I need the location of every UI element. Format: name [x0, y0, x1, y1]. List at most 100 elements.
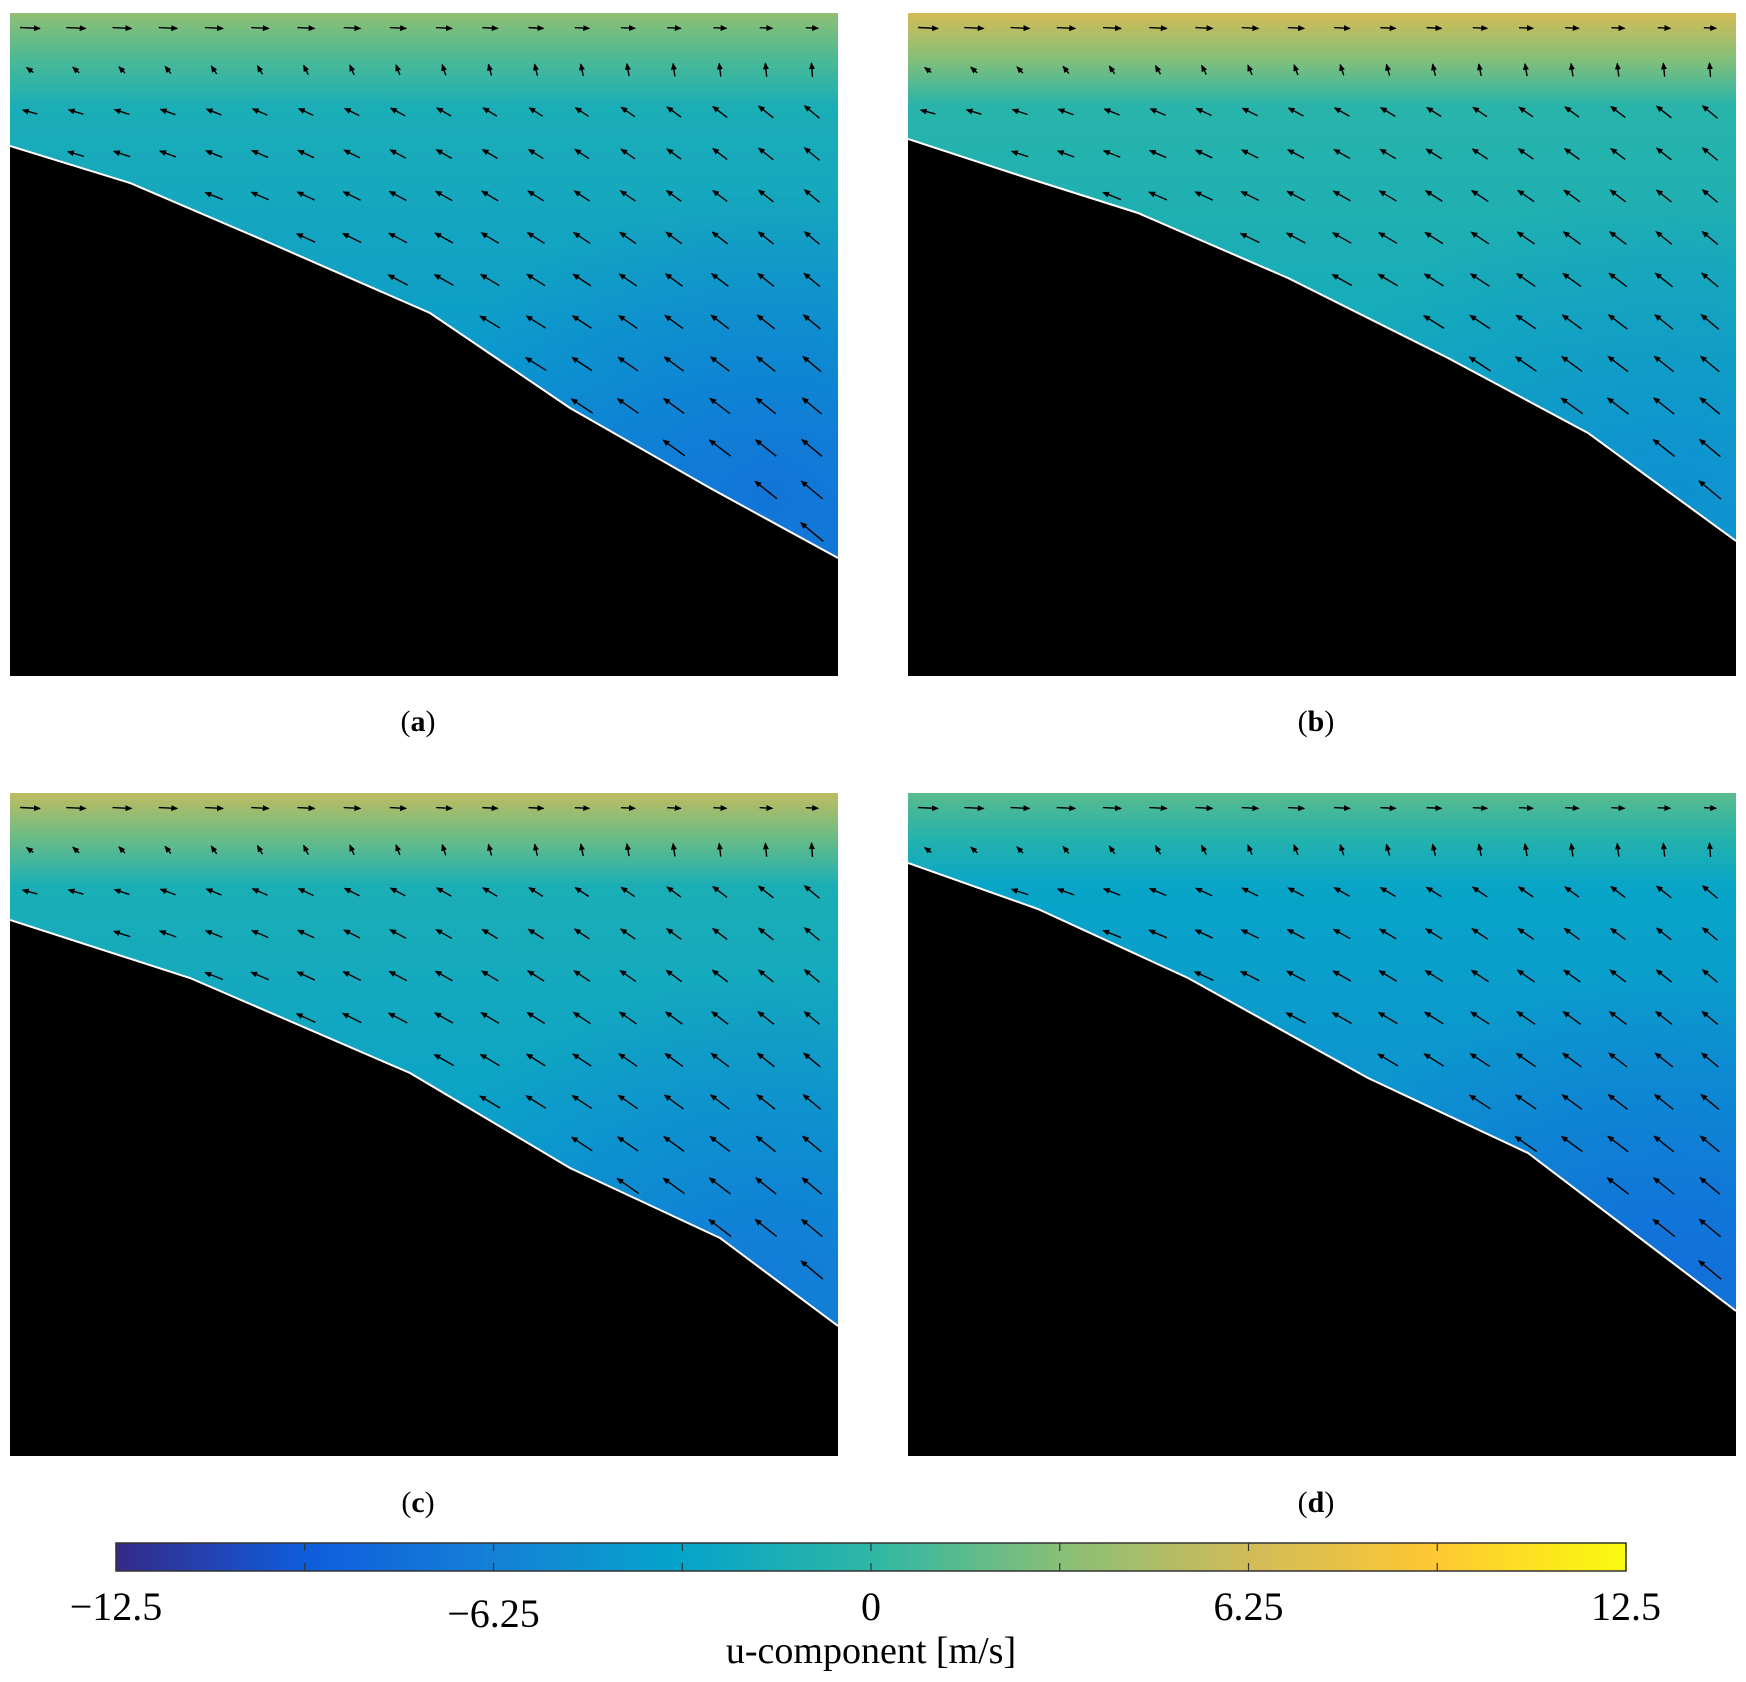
velocity-vector: [708, 439, 731, 457]
velocity-vector: [1703, 805, 1718, 812]
velocity-vector: [1016, 66, 1024, 74]
velocity-vector: [762, 842, 769, 857]
velocity-vector: [1653, 355, 1675, 373]
panel-c: [10, 793, 838, 1456]
velocity-vector: [919, 108, 936, 115]
velocity-vector: [1700, 1093, 1720, 1110]
velocity-vector: [1515, 273, 1536, 287]
velocity-vector: [1655, 189, 1672, 203]
velocity-vector: [388, 190, 407, 202]
velocity-vector: [620, 106, 636, 118]
velocity-vector: [1698, 438, 1721, 458]
velocity-vector: [1701, 1010, 1719, 1026]
velocity-vector: [762, 62, 769, 77]
velocity-vector: [1102, 888, 1121, 896]
velocity-vector: [619, 231, 637, 245]
velocity-vector: [1287, 149, 1305, 159]
velocity-vector: [712, 105, 728, 119]
velocity-vector: [808, 62, 815, 77]
velocity-vector: [205, 888, 222, 896]
velocity-vector: [1423, 273, 1444, 287]
velocity-vector: [1699, 355, 1720, 373]
velocity-vector: [1334, 805, 1351, 812]
velocity-vector: [1565, 805, 1580, 812]
velocity-vector: [1517, 886, 1534, 898]
velocity-vector: [1470, 969, 1489, 983]
velocity-vector: [1523, 62, 1529, 77]
velocity-vector: [297, 25, 316, 32]
velocity-vector: [395, 844, 402, 856]
velocity-vector: [1103, 108, 1120, 116]
velocity-vector: [970, 66, 978, 74]
velocity-vector: [625, 842, 631, 857]
velocity-vector: [295, 233, 316, 243]
velocity-vector: [436, 107, 452, 117]
velocity-vector: [1102, 25, 1123, 32]
velocity-vector: [1563, 969, 1581, 983]
velocity-vector: [1285, 1012, 1306, 1024]
velocity-vector: [574, 148, 590, 160]
velocity-vector: [663, 1136, 685, 1152]
velocity-vector: [1286, 190, 1306, 202]
velocity-vector: [1425, 148, 1443, 160]
velocity-vector: [251, 108, 268, 116]
caption-b: (b): [1298, 705, 1335, 738]
velocity-vector: [1285, 232, 1306, 244]
colorbar-tick-label: 12.5: [1591, 1584, 1661, 1629]
velocity-vector: [434, 232, 454, 244]
velocity-vector: [72, 66, 80, 74]
velocity-vector: [1423, 1011, 1444, 1025]
velocity-vector: [709, 1135, 731, 1153]
velocity-vector: [1468, 356, 1491, 372]
velocity-vector: [666, 928, 682, 940]
velocity-vector: [1608, 231, 1627, 245]
velocity-vector: [342, 191, 361, 201]
velocity-vector: [528, 25, 545, 32]
velocity-vector: [1655, 969, 1673, 983]
velocity-vector: [1379, 107, 1396, 117]
velocity-vector: [755, 397, 777, 415]
velocity-vector: [251, 149, 269, 159]
velocity-vector: [1700, 272, 1719, 288]
velocity-vector: [1339, 843, 1345, 856]
velocity-vector: [617, 356, 639, 372]
velocity-vector: [434, 190, 453, 202]
velocity-vector: [1607, 355, 1629, 373]
velocity-vector: [710, 273, 729, 287]
velocity-vector: [527, 148, 544, 160]
velocity-vector: [1701, 969, 1718, 983]
velocity-vector: [1377, 1011, 1398, 1025]
velocity-vector: [113, 888, 130, 896]
velocity-vector: [1424, 231, 1444, 245]
velocity-vector: [113, 108, 130, 116]
velocity-vector: [67, 108, 84, 115]
velocity-vector: [801, 1135, 822, 1153]
velocity-vector: [964, 25, 985, 32]
velocity-vector: [1056, 150, 1075, 158]
velocity-vector: [712, 927, 728, 941]
velocity-vector: [1377, 1053, 1399, 1067]
velocity-vector: [1425, 106, 1442, 118]
velocity-vector: [204, 805, 225, 812]
velocity-vector: [803, 1010, 821, 1025]
velocity-vector: [1194, 149, 1213, 159]
velocity-vector: [802, 314, 821, 330]
velocity-vector: [616, 398, 639, 414]
velocity-vector: [1426, 805, 1443, 812]
velocity-vector: [579, 843, 585, 857]
velocity-vector: [1614, 842, 1621, 857]
velocity-vector: [204, 930, 223, 938]
velocity-vector: [1565, 25, 1580, 32]
velocity-vector: [1062, 65, 1070, 75]
velocity-vector: [662, 1177, 685, 1195]
velocity-vector: [708, 1218, 732, 1237]
velocity-vector: [388, 970, 407, 982]
velocity-vector: [756, 314, 776, 330]
velocity-vector: [802, 355, 822, 373]
velocity-vector: [1247, 844, 1254, 856]
velocity-vector: [1518, 106, 1534, 118]
velocity-vector: [1331, 273, 1353, 287]
velocity-vector: [709, 397, 731, 415]
wall-boundary-line: [10, 145, 838, 559]
velocity-vector: [1472, 106, 1488, 118]
